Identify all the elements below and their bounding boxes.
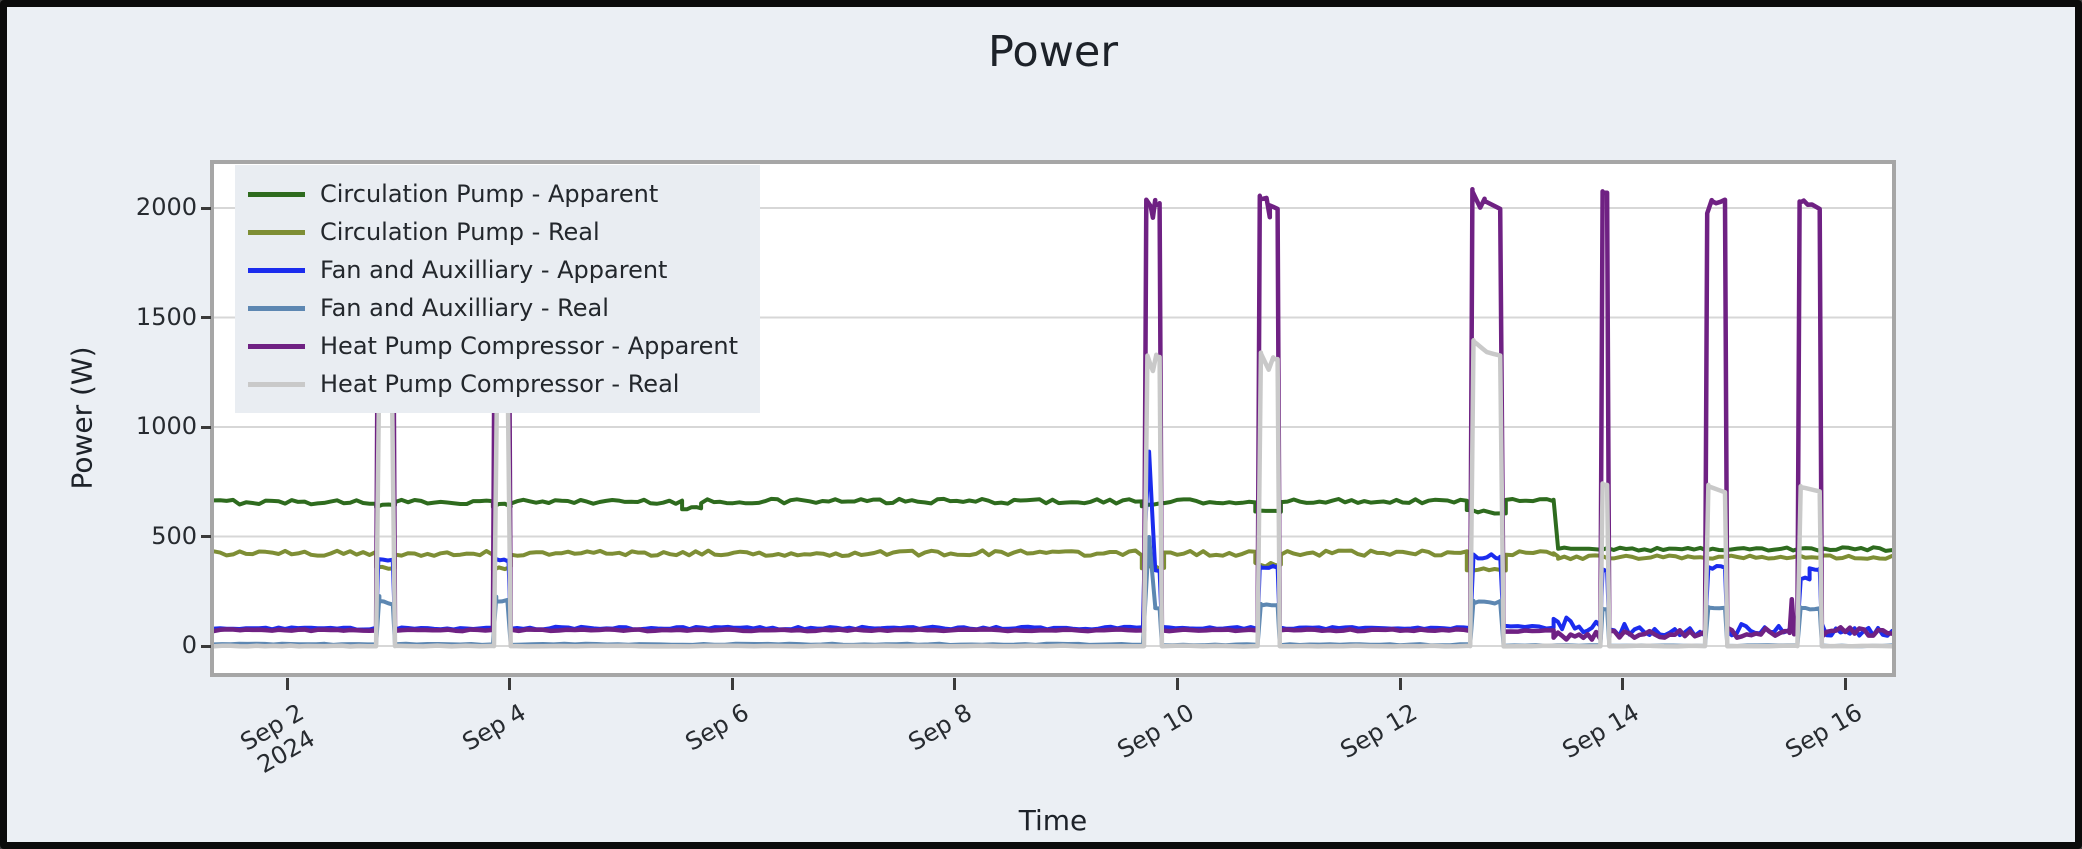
- x-tick-mark-sep-12: [1398, 678, 1402, 690]
- series-line-circulation-pump-real: [214, 548, 1892, 573]
- y-tick-mark-500: [201, 535, 211, 539]
- x-tick-label-sep-4: Sep 4: [458, 698, 532, 757]
- legend-item-heat-pump-compressor-real[interactable]: Heat Pump Compressor - Real: [248, 365, 738, 403]
- legend-label: Heat Pump Compressor - Real: [320, 370, 680, 398]
- x-tick-label-sep-6: Sep 6: [680, 698, 754, 757]
- y-tick-label-1000: 1000: [135, 412, 197, 441]
- x-tick-mark-sep-2: [285, 678, 289, 690]
- series-line-heat-pump-compressor-real: [214, 338, 1892, 649]
- legend-label: Fan and Auxilliary - Apparent: [320, 256, 668, 284]
- legend-item-fan-and-auxilliary-real[interactable]: Fan and Auxilliary - Real: [248, 289, 738, 327]
- x-tick-mark-sep-4: [508, 678, 512, 690]
- legend-line-swatch-icon: [248, 191, 305, 197]
- legend-item-circulation-pump-apparent[interactable]: Circulation Pump - Apparent: [248, 175, 738, 213]
- series-line-fan-and-auxilliary-apparent: [214, 449, 1892, 638]
- legend-line-swatch-icon: [248, 229, 305, 235]
- y-tick-label-1500: 1500: [135, 302, 197, 331]
- x-tick-mark-sep-14: [1621, 678, 1625, 690]
- legend-line-swatch-icon: [248, 305, 305, 311]
- legend-line-swatch-icon: [248, 381, 305, 387]
- y-tick-mark-2000: [201, 206, 211, 210]
- x-axis-title: Time: [1018, 804, 1088, 837]
- x-tick-label-sep-8: Sep 8: [903, 698, 977, 757]
- y-tick-label-0: 0: [181, 631, 197, 660]
- x-tick-label-sep-16: Sep 16: [1780, 698, 1867, 765]
- legend-item-circulation-pump-real[interactable]: Circulation Pump - Real: [248, 213, 738, 251]
- legend-line-swatch-icon: [248, 267, 305, 273]
- y-tick-mark-1500: [201, 316, 211, 320]
- x-tick-mark-sep-16: [1843, 678, 1847, 690]
- x-tick-mark-sep-10: [1175, 678, 1179, 690]
- legend-item-heat-pump-compressor-apparent[interactable]: Heat Pump Compressor - Apparent: [248, 327, 738, 365]
- x-tick-label-sep-10: Sep 10: [1112, 698, 1199, 765]
- legend-item-fan-and-auxilliary-apparent[interactable]: Fan and Auxilliary - Apparent: [248, 251, 738, 289]
- y-tick-label-2000: 2000: [135, 193, 197, 222]
- legend: Circulation Pump - Apparent Circulation P…: [235, 165, 761, 413]
- x-tick-label-sep-2: Sep 2 2024: [235, 698, 320, 779]
- legend-label: Fan and Auxilliary - Real: [320, 294, 609, 322]
- x-tick-label-sep-14: Sep 14: [1557, 698, 1645, 765]
- x-tick-label-sep-12: Sep 12: [1335, 698, 1422, 765]
- series-line-circulation-pump-apparent: [214, 496, 1892, 553]
- legend-label: Heat Pump Compressor - Apparent: [320, 332, 739, 360]
- legend-line-swatch-icon: [248, 343, 305, 349]
- legend-label: Circulation Pump - Real: [320, 218, 600, 246]
- legend-label: Circulation Pump - Apparent: [320, 180, 659, 208]
- y-tick-label-500: 500: [151, 521, 197, 550]
- y-tick-mark-1000: [201, 425, 211, 429]
- chart-title: Power: [987, 27, 1118, 77]
- y-axis-title: Power (W): [65, 346, 99, 490]
- x-tick-mark-sep-8: [953, 678, 957, 690]
- y-tick-mark-0: [201, 644, 211, 648]
- x-tick-mark-sep-6: [730, 678, 734, 690]
- plot-area[interactable]: [210, 160, 1896, 677]
